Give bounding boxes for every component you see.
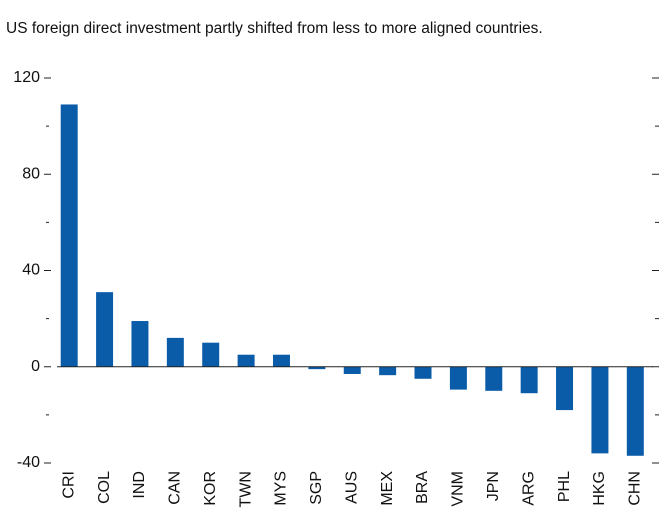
bar — [556, 366, 574, 411]
bar — [449, 366, 467, 390]
bar — [308, 366, 326, 370]
bar — [485, 366, 503, 391]
x-tick-label: PHL — [556, 471, 573, 502]
bar — [272, 354, 290, 367]
bar — [591, 366, 609, 454]
bar — [60, 104, 78, 367]
y-tick-label: 120 — [13, 69, 40, 86]
bar — [626, 366, 644, 456]
bar — [202, 342, 220, 367]
chart-title: US foreign direct investment partly shif… — [6, 20, 543, 37]
x-tick-label: COL — [96, 471, 113, 504]
bar — [166, 337, 184, 367]
x-tick-label: MYS — [273, 471, 290, 506]
bar — [379, 366, 397, 376]
x-tick-label: MEX — [379, 471, 396, 506]
x-tick-label: AUS — [343, 471, 360, 504]
x-tick-label: CAN — [167, 471, 184, 505]
y-tick-label: -40 — [17, 454, 40, 471]
x-tick-label: HKG — [591, 471, 608, 506]
bar — [96, 292, 114, 367]
x-tick-label: TWN — [237, 471, 254, 507]
bar — [131, 321, 149, 367]
x-tick-label: ARG — [520, 471, 537, 506]
bar — [237, 354, 255, 367]
y-tick-label: 0 — [31, 358, 40, 375]
x-tick-label: KOR — [202, 471, 219, 506]
bar — [414, 366, 432, 379]
y-tick-label: 80 — [22, 165, 40, 182]
x-tick-label: VNM — [450, 471, 467, 507]
y-tick-label: 40 — [22, 262, 40, 279]
bar — [520, 366, 538, 394]
x-tick-label: IND — [131, 471, 148, 499]
x-tick-label: BRA — [414, 471, 431, 504]
x-tick-label: SGP — [308, 471, 325, 505]
x-tick-label: JPN — [485, 471, 502, 501]
bar — [343, 366, 361, 374]
x-tick-label: CRI — [60, 471, 77, 499]
x-tick-label: CHN — [627, 471, 644, 506]
